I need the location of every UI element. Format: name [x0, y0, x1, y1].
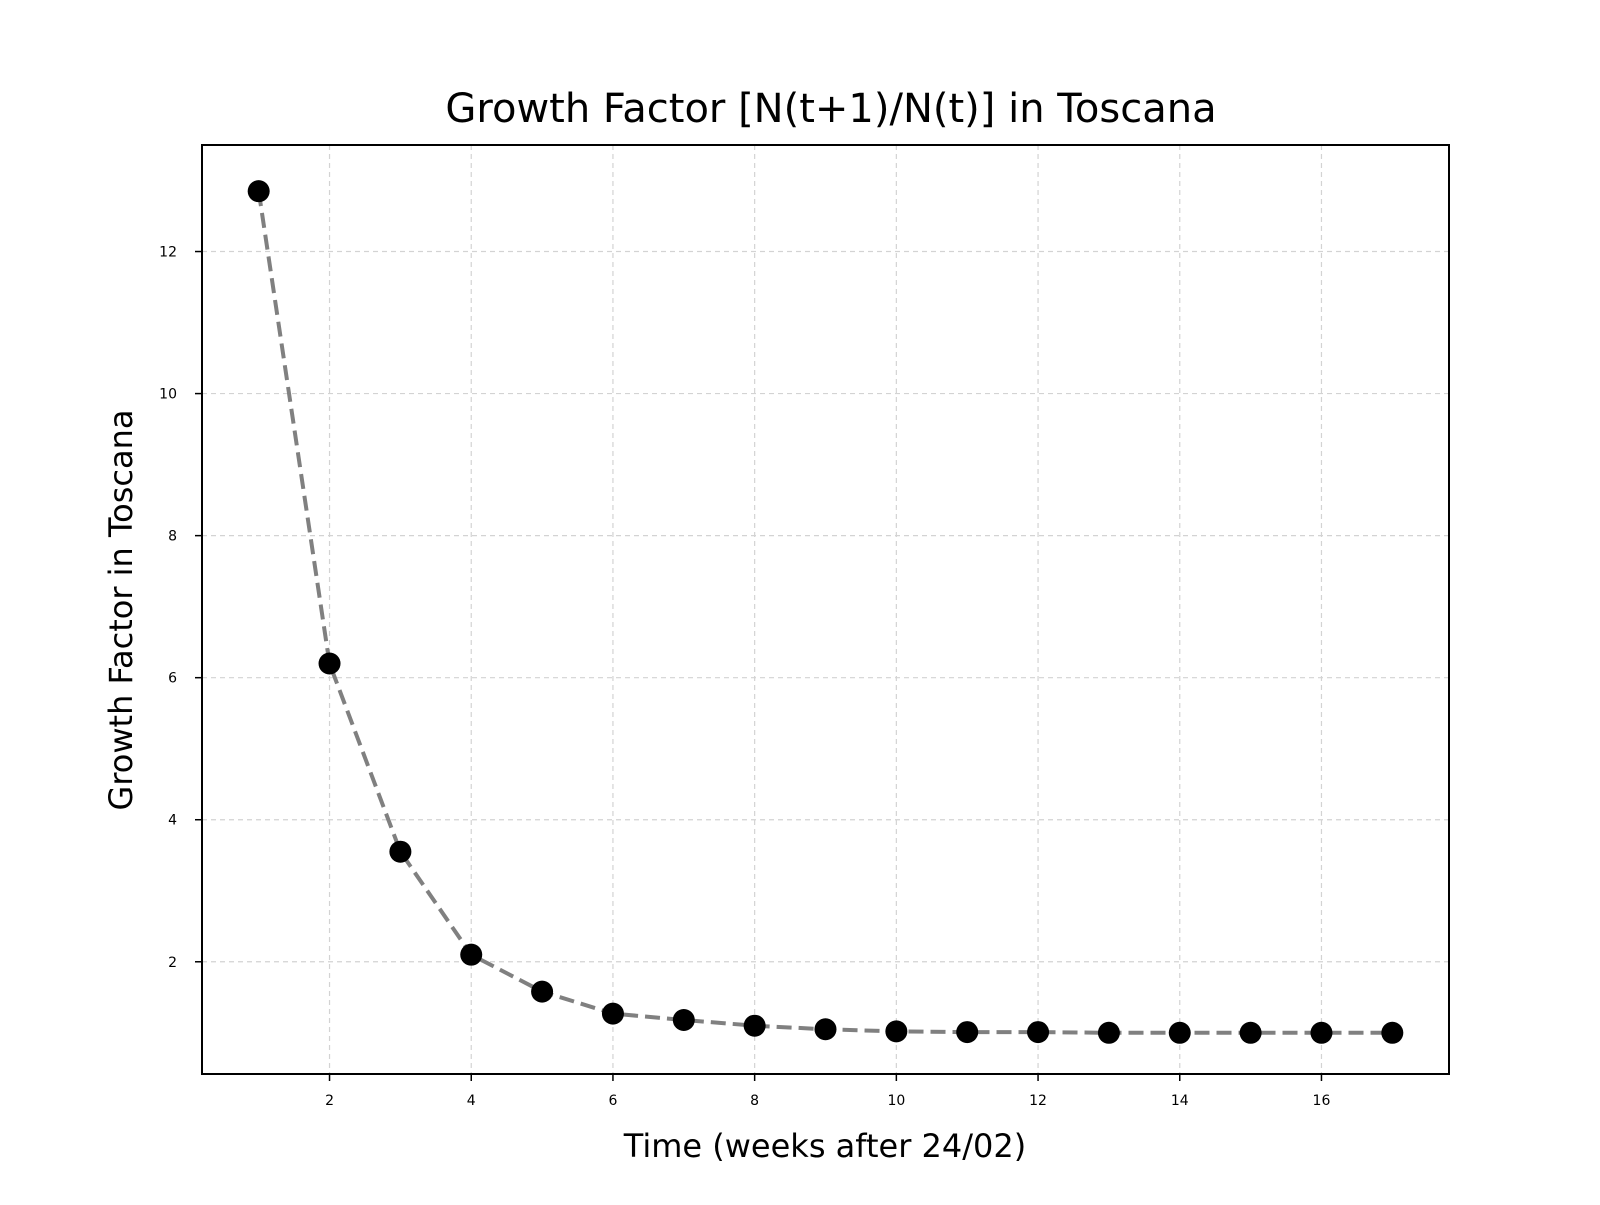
data-point: [389, 840, 412, 863]
chart-title: Growth Factor [N(t+1)/N(t)] in Toscana: [445, 86, 1216, 132]
x-tick-label: 10: [887, 1093, 905, 1109]
x-tick-label: 12: [1029, 1093, 1047, 1109]
x-tick-label: 2: [325, 1093, 334, 1109]
data-point: [1027, 1021, 1050, 1044]
data-point: [1310, 1021, 1333, 1044]
x-tick-label: 8: [750, 1093, 759, 1109]
data-point: [814, 1018, 837, 1041]
x-tick-label: 4: [467, 1093, 476, 1109]
data-point: [247, 180, 270, 203]
x-tick-label: 6: [608, 1093, 617, 1109]
y-tick-label: 8: [168, 529, 177, 545]
data-point: [460, 943, 483, 966]
x-axis-ticks: 2 4 6 8 10 12 14 16: [325, 1074, 1330, 1109]
y-tick-label: 6: [168, 671, 177, 687]
y-tick-label: 2: [168, 955, 177, 971]
x-tick-label: 16: [1313, 1093, 1331, 1109]
x-tick-label: 14: [1171, 1093, 1189, 1109]
data-point: [318, 652, 341, 675]
data-point: [1097, 1021, 1120, 1044]
data-point: [1168, 1021, 1191, 1044]
data-point: [1239, 1021, 1262, 1044]
y-tick-label: 12: [159, 245, 177, 261]
y-tick-label: 10: [159, 387, 177, 403]
data-point: [672, 1009, 695, 1032]
series-marker-layer: [247, 180, 1404, 1044]
y-axis-ticks: 2 4 6 8 10 12: [159, 245, 202, 971]
data-point: [743, 1014, 766, 1037]
plot-frame: [201, 144, 1450, 1075]
x-axis-label: Time (weeks after 24/02): [623, 1127, 1026, 1165]
series-line-layer: [256, 190, 1393, 1035]
data-point: [1381, 1021, 1404, 1044]
grid-layer: [202, 145, 1449, 1074]
data-point: [956, 1021, 979, 1044]
y-axis-label: Growth Factor in Toscana: [102, 410, 140, 811]
data-point: [601, 1002, 624, 1025]
data-point: [531, 980, 554, 1003]
series-line: [256, 190, 1393, 1035]
y-tick-label: 4: [168, 813, 177, 829]
data-point: [885, 1020, 908, 1043]
